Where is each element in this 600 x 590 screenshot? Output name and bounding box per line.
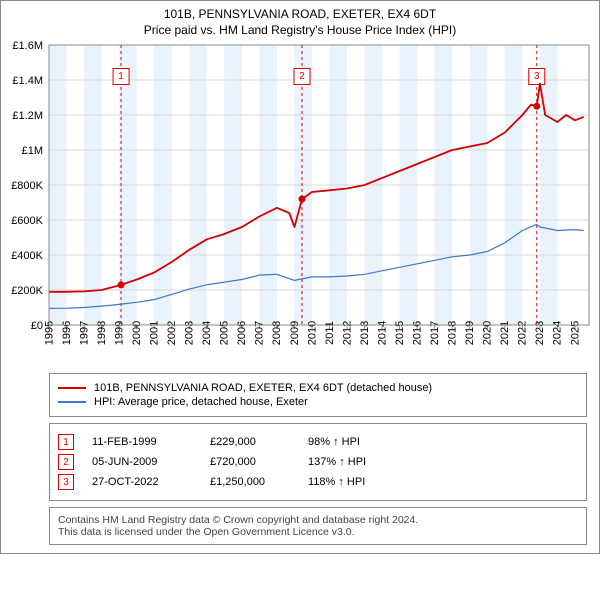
svg-text:2000: 2000 bbox=[131, 321, 143, 345]
svg-text:£800K: £800K bbox=[11, 180, 43, 192]
legend-label-price-paid: 101B, PENNSYLVANIA ROAD, EXETER, EX4 6DT… bbox=[94, 382, 432, 394]
svg-text:2014: 2014 bbox=[376, 321, 388, 345]
title-address: 101B, PENNSYLVANIA ROAD, EXETER, EX4 6DT bbox=[5, 7, 595, 21]
svg-text:1998: 1998 bbox=[96, 321, 108, 345]
svg-text:2020: 2020 bbox=[482, 321, 494, 345]
event-price: £1,250,000 bbox=[210, 476, 290, 488]
svg-text:2017: 2017 bbox=[429, 321, 441, 345]
svg-text:£1.2M: £1.2M bbox=[12, 110, 43, 122]
event-date: 05-JUN-2009 bbox=[92, 456, 192, 468]
svg-text:2013: 2013 bbox=[359, 321, 371, 345]
event-date: 27-OCT-2022 bbox=[92, 476, 192, 488]
svg-text:2021: 2021 bbox=[499, 321, 511, 345]
chart-plot-area: £0 £200K £400K £600K £800K £1M £1.2M £1.4M £1.6M… bbox=[1, 39, 599, 369]
line-chart-svg: £0 £200K £400K £600K £800K £1M £1.2M £1.4M £1.6M… bbox=[1, 39, 600, 369]
event-row: 1 11-FEB-1999 £229,000 98% ↑ HPI bbox=[58, 434, 578, 450]
svg-text:£1.6M: £1.6M bbox=[12, 40, 43, 52]
svg-text:2025: 2025 bbox=[569, 321, 581, 345]
event-row: 3 27-OCT-2022 £1,250,000 118% ↑ HPI bbox=[58, 474, 578, 490]
svg-text:2009: 2009 bbox=[289, 321, 301, 345]
svg-text:£1.4M: £1.4M bbox=[12, 75, 43, 87]
svg-text:2007: 2007 bbox=[254, 321, 266, 345]
event-pct: 98% ↑ HPI bbox=[308, 436, 360, 448]
legend-swatch-price-paid bbox=[58, 387, 86, 389]
svg-text:2008: 2008 bbox=[271, 321, 283, 345]
caption-line: Contains HM Land Registry data © Crown c… bbox=[58, 514, 578, 526]
event-price: £720,000 bbox=[210, 456, 290, 468]
event-marker-box: 1 bbox=[58, 434, 74, 450]
svg-text:2010: 2010 bbox=[306, 321, 318, 345]
svg-text:2006: 2006 bbox=[236, 321, 248, 345]
svg-text:2015: 2015 bbox=[394, 321, 406, 345]
event-date: 11-FEB-1999 bbox=[92, 436, 192, 448]
svg-text:£400K: £400K bbox=[11, 250, 43, 262]
svg-text:1999: 1999 bbox=[113, 321, 125, 345]
chart-legend: 101B, PENNSYLVANIA ROAD, EXETER, EX4 6DT… bbox=[49, 373, 587, 417]
data-caption: Contains HM Land Registry data © Crown c… bbox=[49, 507, 587, 545]
svg-text:£0: £0 bbox=[31, 320, 43, 332]
legend-label-hpi: HPI: Average price, detached house, Exet… bbox=[94, 396, 308, 408]
svg-text:2003: 2003 bbox=[184, 321, 196, 345]
events-table: 1 11-FEB-1999 £229,000 98% ↑ HPI 2 05-JU… bbox=[49, 423, 587, 501]
event-price: £229,000 bbox=[210, 436, 290, 448]
svg-text:2005: 2005 bbox=[219, 321, 231, 345]
caption-line: This data is licensed under the Open Gov… bbox=[58, 526, 578, 538]
svg-text:2019: 2019 bbox=[464, 321, 476, 345]
svg-text:£600K: £600K bbox=[11, 215, 43, 227]
event-row: 2 05-JUN-2009 £720,000 137% ↑ HPI bbox=[58, 454, 578, 470]
svg-text:2024: 2024 bbox=[552, 321, 564, 345]
title-subtitle: Price paid vs. HM Land Registry's House … bbox=[5, 23, 595, 37]
legend-row: 101B, PENNSYLVANIA ROAD, EXETER, EX4 6DT… bbox=[58, 382, 578, 394]
svg-text:2001: 2001 bbox=[148, 321, 160, 345]
svg-text:2004: 2004 bbox=[201, 321, 213, 345]
svg-text:£200K: £200K bbox=[11, 285, 43, 297]
legend-row: HPI: Average price, detached house, Exet… bbox=[58, 396, 578, 408]
svg-text:£1M: £1M bbox=[22, 145, 43, 157]
svg-text:2: 2 bbox=[299, 71, 305, 82]
svg-text:2018: 2018 bbox=[447, 321, 459, 345]
svg-text:3: 3 bbox=[534, 71, 540, 82]
event-pct: 137% ↑ HPI bbox=[308, 456, 366, 468]
legend-swatch-hpi bbox=[58, 401, 86, 403]
event-marker-box: 2 bbox=[58, 454, 74, 470]
svg-text:2012: 2012 bbox=[341, 321, 353, 345]
event-pct: 118% ↑ HPI bbox=[308, 476, 365, 488]
svg-text:2002: 2002 bbox=[166, 321, 178, 345]
svg-text:2023: 2023 bbox=[534, 321, 546, 345]
svg-text:2022: 2022 bbox=[517, 321, 529, 345]
svg-text:1996: 1996 bbox=[61, 321, 73, 345]
chart-container: 101B, PENNSYLVANIA ROAD, EXETER, EX4 6DT… bbox=[0, 0, 600, 554]
chart-titles: 101B, PENNSYLVANIA ROAD, EXETER, EX4 6DT… bbox=[1, 1, 599, 39]
svg-text:2016: 2016 bbox=[411, 321, 423, 345]
svg-text:1997: 1997 bbox=[78, 321, 90, 345]
event-marker-box: 3 bbox=[58, 474, 74, 490]
svg-text:1: 1 bbox=[118, 71, 124, 82]
